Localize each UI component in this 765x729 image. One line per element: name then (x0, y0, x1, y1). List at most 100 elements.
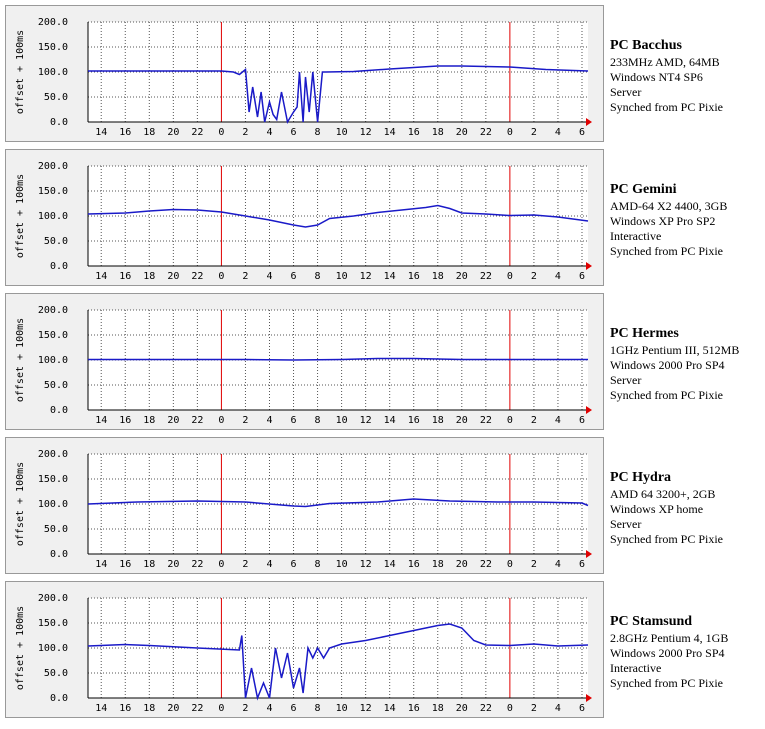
x-tick-label: 0 (507, 127, 513, 138)
x-tick-label: 4 (555, 559, 561, 570)
host-detail: Synched from PC Pixie (610, 676, 723, 690)
x-tick-label: 6 (579, 127, 585, 138)
x-tick-label: 14 (95, 415, 107, 426)
x-tick-label: 8 (315, 415, 321, 426)
x-tick-label: 16 (119, 703, 131, 714)
y-tick-label: 150.0 (38, 186, 68, 197)
y-tick-label: 100.0 (38, 355, 68, 366)
x-tick-label: 16 (119, 127, 131, 138)
x-tick-label: 0 (218, 559, 224, 570)
x-tick-label: 8 (315, 127, 321, 138)
y-tick-label: 200.0 (38, 305, 68, 316)
y-tick-label: 50.0 (44, 524, 68, 535)
y-axis-label: offset + 100ms (15, 30, 26, 114)
x-tick-label: 16 (408, 415, 420, 426)
y-tick-label: 0.0 (50, 549, 68, 560)
x-tick-label: 6 (291, 415, 297, 426)
host-detail: 1GHz Pentium III, 512MB (610, 343, 739, 357)
x-tick-label: 22 (191, 271, 203, 282)
x-tick-label: 16 (408, 703, 420, 714)
y-tick-label: 200.0 (38, 593, 68, 604)
host-detail: Windows NT4 SP6 (610, 70, 703, 84)
y-tick-label: 150.0 (38, 330, 68, 341)
host-detail: Windows 2000 Pro SP4 (610, 646, 725, 660)
x-tick-label: 18 (432, 127, 444, 138)
x-tick-label: 20 (456, 559, 468, 570)
x-tick-label: 20 (167, 127, 179, 138)
x-tick-label: 4 (555, 271, 561, 282)
y-tick-label: 0.0 (50, 405, 68, 416)
y-tick-label: 100.0 (38, 643, 68, 654)
axis-arrow (586, 550, 592, 558)
x-tick-label: 18 (143, 559, 155, 570)
host-detail: Windows XP Pro SP2 (610, 214, 715, 228)
x-tick-label: 18 (143, 127, 155, 138)
host-title: PC Hydra (610, 470, 671, 485)
x-tick-label: 2 (531, 271, 537, 282)
x-tick-label: 14 (95, 703, 107, 714)
x-tick-label: 6 (579, 559, 585, 570)
x-tick-label: 22 (480, 271, 492, 282)
x-tick-label: 20 (456, 415, 468, 426)
host-title: PC Bacchus (610, 38, 683, 53)
host-detail: Server (610, 85, 641, 99)
data-line (87, 204, 589, 228)
x-tick-label: 0 (507, 559, 513, 570)
y-tick-label: 200.0 (38, 449, 68, 460)
x-tick-label: 0 (507, 271, 513, 282)
host-detail: AMD-64 X2 4400, 3GB (610, 199, 727, 213)
x-tick-label: 14 (384, 127, 396, 138)
x-tick-label: 6 (291, 271, 297, 282)
y-tick-label: 100.0 (38, 499, 68, 510)
x-tick-label: 10 (336, 559, 348, 570)
x-tick-label: 18 (432, 271, 444, 282)
x-tick-label: 20 (167, 415, 179, 426)
data-line (88, 357, 588, 361)
x-tick-label: 0 (507, 703, 513, 714)
x-tick-label: 18 (143, 271, 155, 282)
host-title: PC Stamsund (610, 614, 692, 629)
x-tick-label: 2 (242, 271, 248, 282)
y-axis-label: offset + 100ms (15, 462, 26, 546)
x-tick-label: 14 (384, 559, 396, 570)
x-tick-label: 22 (191, 415, 203, 426)
x-tick-label: 16 (408, 127, 420, 138)
x-tick-label: 14 (95, 271, 107, 282)
x-tick-label: 4 (555, 703, 561, 714)
x-tick-label: 22 (480, 703, 492, 714)
y-tick-label: 150.0 (38, 618, 68, 629)
x-tick-label: 2 (242, 703, 248, 714)
x-tick-label: 18 (143, 703, 155, 714)
x-tick-label: 16 (408, 559, 420, 570)
x-tick-label: 22 (191, 559, 203, 570)
x-tick-label: 2 (531, 415, 537, 426)
x-tick-label: 2 (531, 559, 537, 570)
x-tick-label: 6 (579, 415, 585, 426)
x-tick-label: 20 (456, 271, 468, 282)
x-tick-label: 0 (218, 703, 224, 714)
y-axis-label: offset + 100ms (15, 606, 26, 690)
y-axis-label: offset + 100ms (15, 318, 26, 402)
x-tick-label: 10 (336, 703, 348, 714)
x-tick-label: 20 (167, 271, 179, 282)
x-tick-label: 0 (507, 415, 513, 426)
x-tick-label: 4 (266, 127, 272, 138)
x-tick-label: 22 (480, 415, 492, 426)
y-tick-label: 50.0 (44, 380, 68, 391)
data-line (87, 498, 589, 508)
x-tick-label: 12 (360, 703, 372, 714)
host-title: PC Gemini (610, 182, 677, 197)
x-tick-label: 6 (579, 703, 585, 714)
host-detail: 233MHz AMD, 64MB (610, 55, 720, 69)
host-detail: Synched from PC Pixie (610, 244, 723, 258)
y-tick-label: 0.0 (50, 693, 68, 704)
x-tick-label: 10 (336, 271, 348, 282)
x-tick-label: 20 (167, 703, 179, 714)
x-tick-label: 14 (95, 559, 107, 570)
x-tick-label: 16 (408, 271, 420, 282)
y-tick-label: 100.0 (38, 211, 68, 222)
